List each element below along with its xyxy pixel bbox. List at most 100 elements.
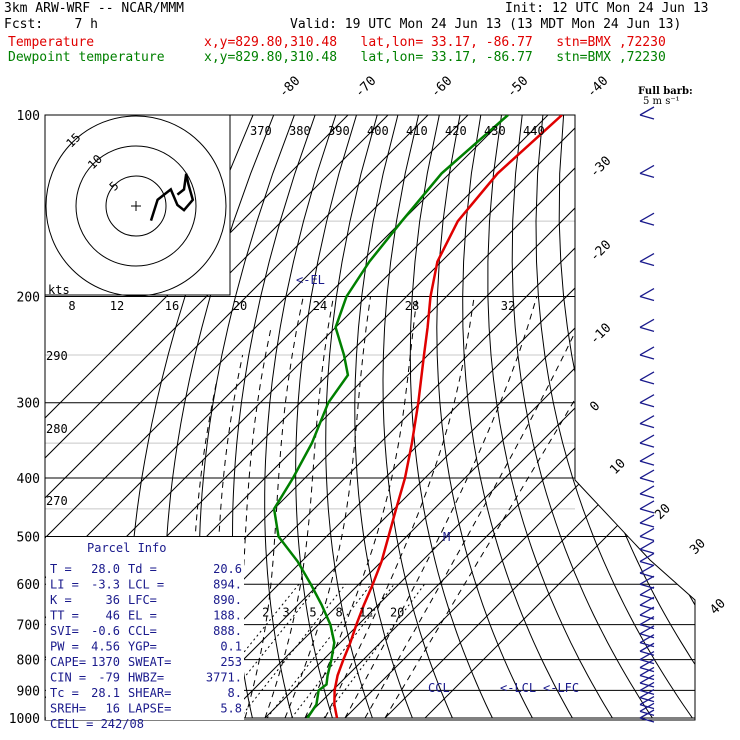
wind-barb-flag	[639, 703, 655, 710]
wind-barb-flag	[639, 572, 655, 578]
wind-barb	[639, 371, 655, 381]
parcel-row-label: LCL =	[128, 578, 164, 592]
parcel-row-label: CCL=	[128, 624, 157, 638]
parcel-row-value: 894.	[213, 578, 242, 592]
wind-barb	[639, 552, 655, 563]
isotherm-line	[424, 115, 695, 719]
wind-barb	[639, 659, 655, 669]
moist-adiabat-line	[364, 296, 593, 719]
parcel-row-label: YGP=	[128, 640, 157, 654]
wind-barb-flag	[639, 354, 655, 360]
dry-adiabat-line	[535, 115, 693, 719]
parcel-row-value: 3771.	[206, 671, 242, 685]
wind-barb-flag	[639, 522, 655, 528]
isotherm-label: -30	[587, 154, 614, 181]
parcel-row-label: CAPE=	[50, 655, 86, 669]
speed-label: 8	[68, 299, 75, 313]
isotherm-label: -20	[587, 238, 614, 265]
isotherm-label: -70	[352, 74, 379, 101]
dry-adiabat-line	[645, 115, 695, 719]
moist-adiabat-line	[284, 296, 371, 719]
wind-barb	[639, 642, 655, 652]
wind-barb-flag	[639, 633, 655, 639]
theta-label: 420	[445, 124, 467, 138]
theta-label: 290	[46, 349, 68, 363]
wind-barb-flag	[639, 560, 655, 567]
parcel-row-value: 4.56	[91, 640, 120, 654]
wind-barb	[639, 674, 655, 684]
parcel-row-value: 46	[106, 609, 120, 623]
temperature-trace	[333, 115, 563, 719]
dewpoint-info: x,y=829.80,310.48 lat,lon= 33.17, -86.77…	[204, 50, 666, 65]
wind-barb	[639, 666, 655, 677]
wind-barb	[639, 394, 655, 404]
moist-adiabat-line	[304, 296, 418, 719]
hodograph-ring	[45, 115, 227, 297]
isotherm-line	[45, 115, 429, 719]
theta-label: 400	[367, 124, 389, 138]
wind-barb-flag	[639, 260, 655, 267]
mixing-ratio-label: 5	[309, 606, 316, 620]
wind-barb-flag	[639, 623, 655, 630]
parcel-row-value: 28.0	[91, 562, 120, 576]
parcel-row-value: 28.1	[91, 686, 120, 700]
forecast-hour: Fcst: 7 h	[4, 17, 98, 32]
barb-legend-title: Full barb:	[638, 86, 693, 97]
wind-barb	[639, 287, 655, 298]
parcel-row-value: -3.3	[91, 578, 120, 592]
parcel-row-label: HWBZ=	[128, 671, 164, 685]
isotherm-line	[264, 115, 695, 719]
wind-barb-flag	[639, 379, 655, 385]
isotherm-line	[45, 115, 349, 719]
wind-barb	[639, 564, 655, 574]
init-time: Init: 12 UTC Mon 24 Jun 13	[505, 1, 709, 16]
ccl-label: CCL	[428, 681, 450, 695]
parcel-row-value: 16	[106, 702, 120, 716]
wind-barb-flag	[639, 717, 655, 723]
wind-barb-flag	[639, 689, 655, 696]
theta-label: 440	[523, 124, 545, 138]
speed-label: 32	[501, 299, 515, 313]
wind-barb-flag	[639, 666, 655, 673]
speed-label: 20	[233, 299, 247, 313]
isotherm-label: 10	[607, 456, 629, 478]
pressure-label: 400	[17, 472, 40, 487]
pressure-label: 600	[17, 578, 40, 593]
dry-adiabat-line	[436, 115, 533, 719]
parcel-row-value: 8.	[228, 686, 242, 700]
moist-adiabat-line	[244, 296, 304, 719]
hodograph-trace	[149, 173, 195, 221]
parcel-row-value: 36	[106, 593, 120, 607]
wind-barb-flag	[639, 658, 655, 665]
wind-barb-flag	[639, 682, 655, 688]
mixing-ratio-label: 8	[335, 606, 342, 620]
parcel-row-label: PW =	[50, 640, 79, 654]
wind-barb	[639, 164, 655, 175]
isotherm-label: 0	[587, 399, 603, 415]
mixing-ratio-line	[239, 583, 346, 719]
speed-label: 12	[110, 299, 124, 313]
dry-adiabat-line	[487, 115, 613, 719]
isotherm-label: -40	[584, 74, 611, 101]
wind-barb-flag	[639, 642, 655, 648]
pressure-label: 1000	[9, 712, 40, 727]
mixing-ratio-line	[291, 583, 395, 719]
temperature-label: Temperature	[8, 35, 95, 50]
wind-barb-flag	[639, 493, 655, 499]
wind-barb	[639, 452, 655, 462]
theta-label: 410	[406, 124, 428, 138]
moist-adiabat-line	[324, 296, 475, 719]
parcel-cell: CELL = 242/08	[50, 717, 144, 731]
wind-barb	[639, 575, 655, 585]
theta-label: 390	[328, 124, 350, 138]
speed-label: 28	[405, 299, 419, 313]
model-title: 3km ARW-WRF -- NCAR/MMM	[4, 1, 185, 16]
pressure-label: 300	[17, 397, 40, 412]
wind-barb	[639, 500, 655, 510]
barb-legend-units: 5 m s⁻¹	[643, 96, 680, 107]
parcel-row-value: 188.	[213, 609, 242, 623]
parcel-row-label: CIN =	[50, 671, 86, 685]
dry-adiabat-line	[558, 115, 695, 719]
